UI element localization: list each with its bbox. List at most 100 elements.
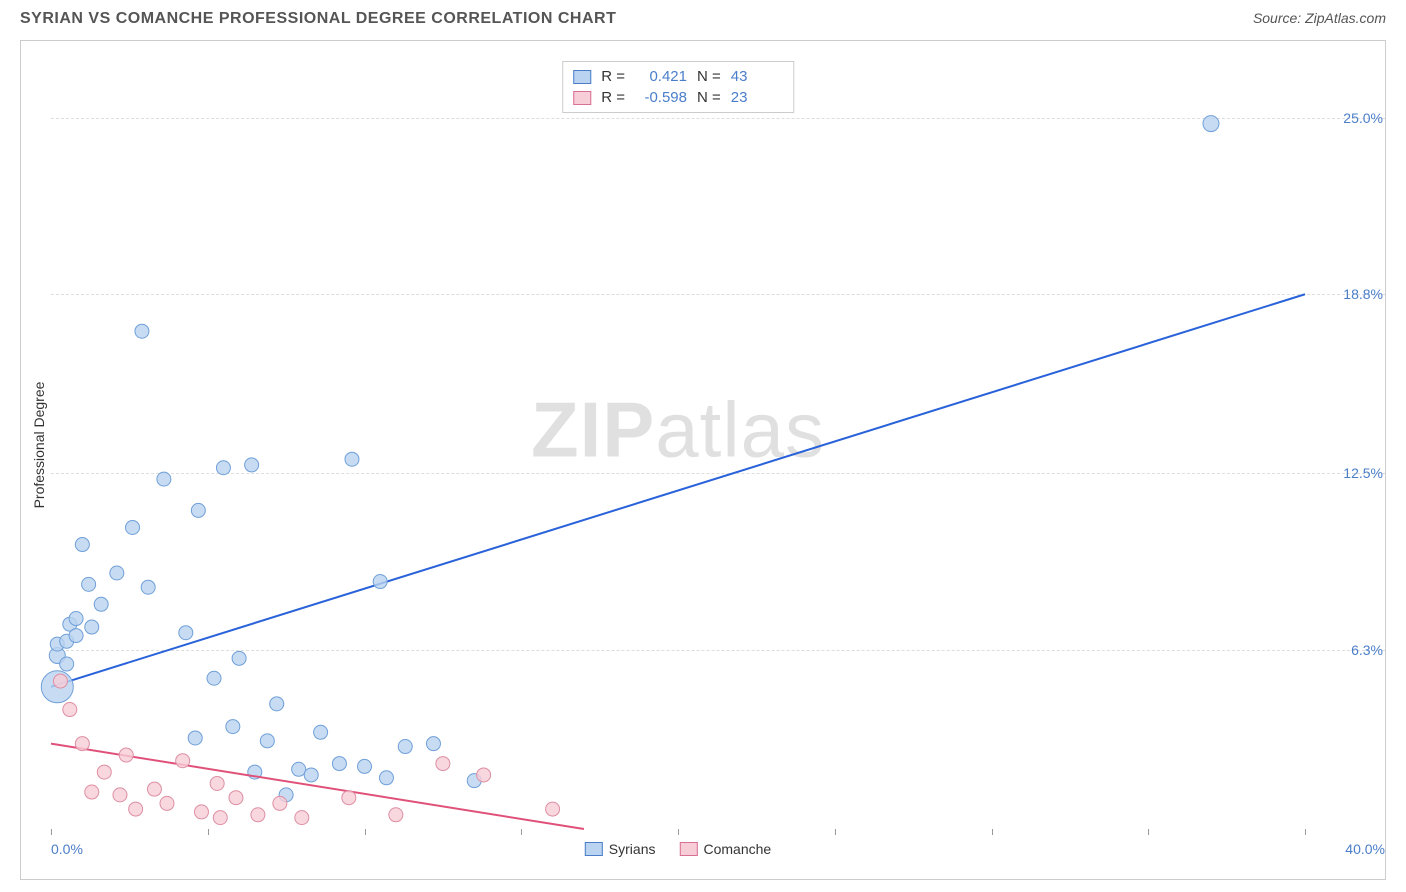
xtick bbox=[1148, 829, 1149, 835]
xtick bbox=[521, 829, 522, 835]
point-syrians bbox=[345, 452, 359, 466]
point-syrians bbox=[135, 324, 149, 338]
point-comanche bbox=[342, 791, 356, 805]
xtick bbox=[992, 829, 993, 835]
point-syrians bbox=[270, 697, 284, 711]
point-syrians bbox=[69, 629, 83, 643]
point-comanche bbox=[53, 674, 67, 688]
xtick bbox=[208, 829, 209, 835]
legend-item-syrians: Syrians bbox=[585, 841, 656, 857]
point-syrians bbox=[216, 461, 230, 475]
source-prefix: Source: bbox=[1253, 10, 1305, 26]
legend-swatch bbox=[679, 842, 697, 856]
point-comanche bbox=[113, 788, 127, 802]
source-name: ZipAtlas.com bbox=[1305, 10, 1386, 26]
point-comanche bbox=[119, 748, 133, 762]
scatter-plot-svg bbox=[51, 61, 1305, 829]
r-value: 0.421 bbox=[635, 68, 687, 85]
r-label: R = bbox=[601, 68, 625, 85]
point-syrians bbox=[373, 575, 387, 589]
point-syrians bbox=[426, 737, 440, 751]
xtick bbox=[365, 829, 366, 835]
point-syrians bbox=[126, 520, 140, 534]
point-comanche bbox=[75, 737, 89, 751]
point-syrians bbox=[304, 768, 318, 782]
point-comanche bbox=[210, 776, 224, 790]
legend-swatch bbox=[585, 842, 603, 856]
xtick bbox=[678, 829, 679, 835]
correlation-legend-row: R = -0.598 N = 23 bbox=[573, 87, 783, 108]
n-value: 23 bbox=[731, 89, 783, 106]
point-syrians bbox=[314, 725, 328, 739]
point-comanche bbox=[176, 754, 190, 768]
xaxis-max-label: 40.0% bbox=[1345, 841, 1385, 857]
point-comanche bbox=[85, 785, 99, 799]
point-comanche bbox=[63, 703, 77, 717]
correlation-legend-row: R = 0.421 N = 43 bbox=[573, 66, 783, 87]
n-label: N = bbox=[697, 68, 721, 85]
point-comanche bbox=[129, 802, 143, 816]
chart-container: Professional Degree 6.3%12.5%18.8%25.0% … bbox=[20, 40, 1386, 880]
point-syrians bbox=[245, 458, 259, 472]
yaxis-label: Professional Degree bbox=[31, 382, 47, 509]
legend-label: Comanche bbox=[703, 841, 771, 857]
point-comanche bbox=[97, 765, 111, 779]
xtick bbox=[835, 829, 836, 835]
r-value: -0.598 bbox=[635, 89, 687, 106]
legend-label: Syrians bbox=[609, 841, 656, 857]
point-comanche bbox=[436, 757, 450, 771]
point-syrians bbox=[85, 620, 99, 634]
point-comanche bbox=[229, 791, 243, 805]
point-syrians bbox=[82, 577, 96, 591]
point-syrians bbox=[292, 762, 306, 776]
point-syrians bbox=[332, 757, 346, 771]
xtick bbox=[51, 829, 52, 835]
ytick-label: 6.3% bbox=[1313, 642, 1383, 658]
point-syrians bbox=[207, 671, 221, 685]
point-syrians bbox=[94, 597, 108, 611]
point-syrians bbox=[69, 612, 83, 626]
point-syrians bbox=[157, 472, 171, 486]
point-syrians bbox=[398, 740, 412, 754]
point-comanche bbox=[389, 808, 403, 822]
legend-swatch bbox=[573, 70, 591, 84]
point-syrians bbox=[1203, 116, 1219, 132]
point-syrians bbox=[141, 580, 155, 594]
point-comanche bbox=[477, 768, 491, 782]
source-attribution: Source: ZipAtlas.com bbox=[1253, 10, 1386, 26]
n-label: N = bbox=[697, 89, 721, 106]
point-comanche bbox=[147, 782, 161, 796]
point-syrians bbox=[110, 566, 124, 580]
point-comanche bbox=[160, 796, 174, 810]
point-syrians bbox=[191, 503, 205, 517]
point-comanche bbox=[273, 796, 287, 810]
xtick bbox=[1305, 829, 1306, 835]
chart-title: SYRIAN VS COMANCHE PROFESSIONAL DEGREE C… bbox=[20, 10, 616, 28]
point-comanche bbox=[194, 805, 208, 819]
point-syrians bbox=[188, 731, 202, 745]
legend-swatch bbox=[573, 91, 591, 105]
n-value: 43 bbox=[731, 68, 783, 85]
plot-area: Professional Degree 6.3%12.5%18.8%25.0% … bbox=[51, 61, 1305, 829]
xaxis-min-label: 0.0% bbox=[51, 841, 83, 857]
point-comanche bbox=[251, 808, 265, 822]
ytick-label: 12.5% bbox=[1313, 465, 1383, 481]
r-label: R = bbox=[601, 89, 625, 106]
point-syrians bbox=[60, 657, 74, 671]
point-syrians bbox=[226, 720, 240, 734]
point-comanche bbox=[546, 802, 560, 816]
point-syrians bbox=[260, 734, 274, 748]
series-legend: Syrians Comanche bbox=[585, 841, 771, 857]
point-comanche bbox=[295, 811, 309, 825]
correlation-legend: R = 0.421 N = 43 R = -0.598 N = 23 bbox=[562, 61, 794, 113]
point-comanche bbox=[213, 811, 227, 825]
point-syrians bbox=[75, 538, 89, 552]
point-syrians bbox=[179, 626, 193, 640]
point-syrians bbox=[232, 651, 246, 665]
point-syrians bbox=[358, 759, 372, 773]
legend-item-comanche: Comanche bbox=[679, 841, 771, 857]
trendline-syrians bbox=[51, 294, 1305, 687]
point-syrians bbox=[379, 771, 393, 785]
ytick-label: 18.8% bbox=[1313, 286, 1383, 302]
ytick-label: 25.0% bbox=[1313, 110, 1383, 126]
